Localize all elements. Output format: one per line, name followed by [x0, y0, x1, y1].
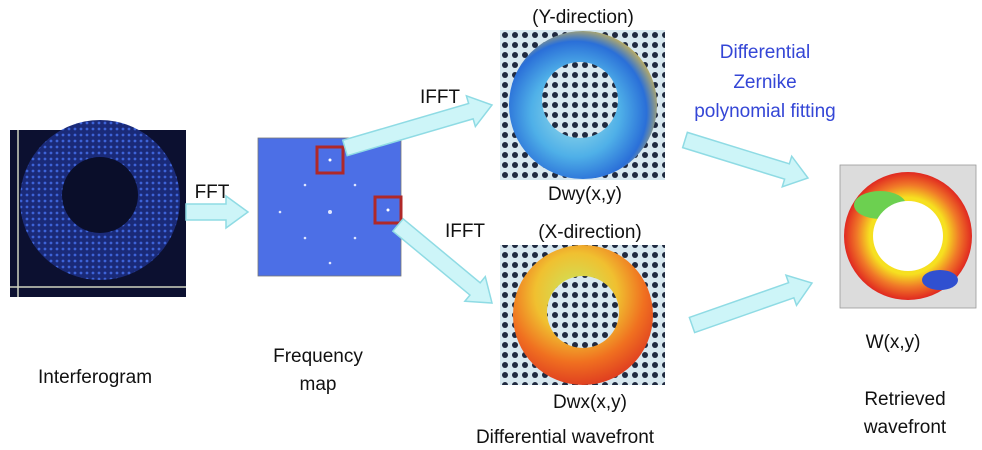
wavefront-label: Retrieved: [864, 389, 945, 410]
x-direction-title: (X-direction): [538, 222, 641, 243]
frequency-map-label: Frequency: [273, 346, 363, 367]
differential-wavefront-label: Differential wavefront: [476, 427, 655, 448]
fitting-label: Zernike: [733, 72, 796, 93]
y-direction-title: (Y-direction): [532, 7, 634, 28]
y-direction-image: [500, 30, 665, 180]
frequency-map-label: map: [300, 374, 337, 395]
interferogram-image: [10, 120, 186, 297]
fft-label: FFT: [195, 182, 230, 203]
frequency-map-image: [258, 138, 401, 276]
fitting-label: polynomial fitting: [694, 101, 836, 122]
x-direction-caption: Dwx(x,y): [553, 392, 627, 413]
x-direction-image: [500, 245, 665, 385]
wavefront-caption: W(x,y): [866, 332, 921, 353]
wavefront-label: wavefront: [863, 417, 947, 438]
wavefront-image: [840, 165, 976, 308]
arrow: [689, 275, 812, 332]
arrow: [683, 132, 808, 186]
diagram: Interferogram Frequency map FFT IFFT IFF…: [0, 0, 982, 450]
arrow: [343, 96, 492, 156]
interferogram-label: Interferogram: [38, 367, 152, 388]
fitting-label: Differential: [720, 42, 810, 63]
ifft-label: IFFT: [420, 87, 460, 108]
y-direction-caption: Dwy(x,y): [548, 184, 622, 205]
ifft-label: IFFT: [445, 221, 485, 242]
